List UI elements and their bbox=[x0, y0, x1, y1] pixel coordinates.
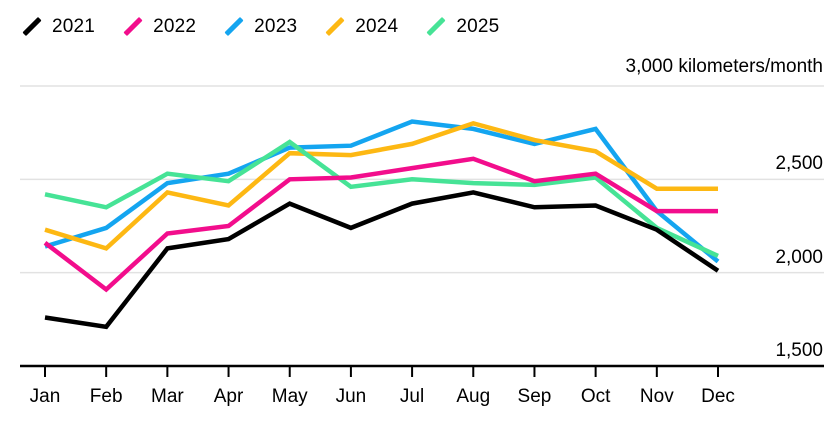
x-tick-label-apr: Apr bbox=[213, 386, 244, 407]
series-line-2024 bbox=[44, 120, 718, 251]
legend-item-2024: 2024 bbox=[324, 16, 399, 37]
x-tick-label-jun: Jun bbox=[335, 386, 367, 407]
legend-label-2025: 2025 bbox=[456, 16, 500, 37]
series-line-2023 bbox=[44, 119, 720, 264]
x-tick-label-oct: Oct bbox=[580, 386, 611, 407]
y-tick-label-1500: 1,500 bbox=[775, 340, 823, 361]
legend-item-2022: 2022 bbox=[122, 16, 197, 37]
y-tick-label-2500: 2,500 bbox=[775, 153, 823, 174]
x-tick-label-feb: Feb bbox=[89, 386, 123, 407]
legend-label-2021: 2021 bbox=[52, 16, 96, 37]
series-line-2025 bbox=[44, 139, 719, 258]
legend-label-2024: 2024 bbox=[355, 16, 399, 37]
y-axis-unit-label: 3,000 kilometers/month bbox=[625, 56, 824, 77]
legend-item-2025: 2025 bbox=[425, 16, 500, 37]
legend-label-2022: 2022 bbox=[153, 16, 197, 37]
x-tick-label-aug: Aug bbox=[456, 386, 491, 407]
x-tick-label-jul: Jul bbox=[399, 386, 425, 407]
legend-label-2023: 2023 bbox=[254, 16, 298, 37]
x-tick-label-nov: Nov bbox=[639, 386, 674, 407]
legend-item-2023: 2023 bbox=[223, 16, 298, 37]
x-tick-label-jan: Jan bbox=[29, 386, 61, 407]
legend-item-2021: 2021 bbox=[21, 16, 96, 37]
legend: 2021 2022 2023 2024 2025 bbox=[21, 16, 500, 37]
x-tick-label-may: May bbox=[271, 386, 308, 407]
series-line-2022 bbox=[43, 156, 718, 293]
x-tick-label-dec: Dec bbox=[701, 386, 735, 407]
x-tick-label-mar: Mar bbox=[150, 386, 184, 407]
x-tick-label-sep: Sep bbox=[517, 386, 552, 407]
series-line-2021 bbox=[44, 190, 720, 330]
y-tick-label-2000: 2,000 bbox=[775, 247, 823, 268]
